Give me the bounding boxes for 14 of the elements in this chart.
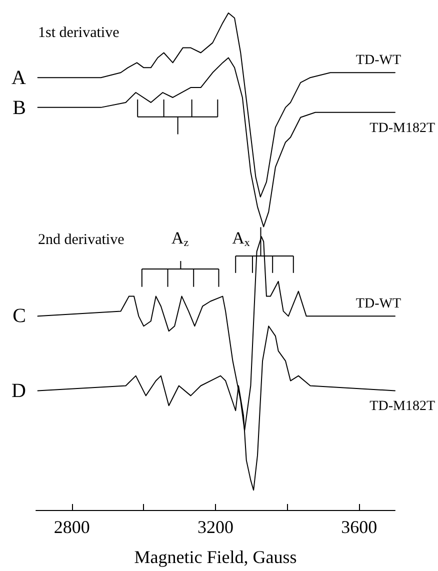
text: C <box>12 305 26 327</box>
annotation: 2nd derivative <box>38 232 125 248</box>
series-label: TD-WT <box>356 296 402 312</box>
text: A <box>12 67 27 89</box>
x-axis-title: Magnetic Field, Gauss <box>134 547 297 567</box>
series-label: TD-WT <box>356 53 402 68</box>
x-tick-label: 3600 <box>341 517 378 537</box>
text: D <box>12 380 26 402</box>
text: B <box>12 97 26 119</box>
series-label: TD-M182T <box>370 399 436 414</box>
x-tick-label: 2800 <box>54 517 90 537</box>
annotation: 1st derivative <box>38 25 120 41</box>
series-label: TD-M182T <box>370 120 436 136</box>
x-tick-label: 3200 <box>198 517 234 537</box>
